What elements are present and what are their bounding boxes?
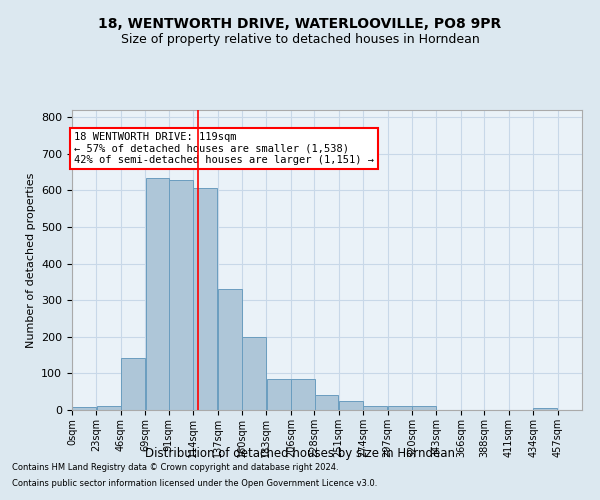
Text: 18 WENTWORTH DRIVE: 119sqm
← 57% of detached houses are smaller (1,538)
42% of s: 18 WENTWORTH DRIVE: 119sqm ← 57% of deta… (74, 132, 374, 165)
Bar (364, 406, 387, 410)
Bar (169, 180, 193, 410)
Text: Contains public sector information licensed under the Open Government Licence v3: Contains public sector information licen… (12, 478, 377, 488)
Bar (412, 406, 436, 410)
Bar (193, 188, 217, 410)
Bar (314, 396, 338, 410)
Text: Size of property relative to detached houses in Horndean: Size of property relative to detached ho… (121, 32, 479, 46)
Y-axis label: Number of detached properties: Number of detached properties (26, 172, 35, 348)
Text: Distribution of detached houses by size in Horndean: Distribution of detached houses by size … (145, 448, 455, 460)
Bar (339, 401, 363, 410)
Bar (121, 358, 145, 410)
Bar (218, 290, 242, 410)
Bar (388, 406, 412, 410)
Bar (72, 408, 96, 410)
Text: 18, WENTWORTH DRIVE, WATERLOOVILLE, PO8 9PR: 18, WENTWORTH DRIVE, WATERLOOVILLE, PO8 … (98, 18, 502, 32)
Bar (533, 408, 557, 410)
Bar (97, 406, 121, 410)
Text: Contains HM Land Registry data © Crown copyright and database right 2024.: Contains HM Land Registry data © Crown c… (12, 464, 338, 472)
Bar (146, 178, 169, 410)
Bar (242, 337, 266, 410)
Bar (267, 379, 290, 410)
Bar (291, 379, 315, 410)
